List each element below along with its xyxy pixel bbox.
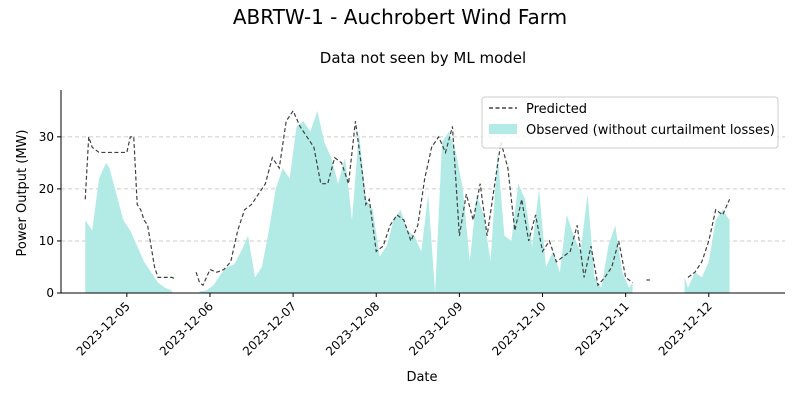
y-axis-label: Power Output (MW) <box>15 130 30 257</box>
observed-area <box>684 209 730 293</box>
y-tick-label: 0 <box>46 286 54 300</box>
predicted-line <box>687 199 731 278</box>
x-tick-label: 2023-12-11 <box>573 299 632 358</box>
y-tick-label: 30 <box>39 130 54 144</box>
x-tick-label: 2023-12-10 <box>489 299 548 358</box>
x-ticks: 2023-12-05 2023-12-06 2023-12-07 2023-12-08… <box>74 293 715 358</box>
x-axis-label: Date <box>406 370 437 385</box>
chart-title: Data not seen by ML model <box>320 49 526 67</box>
chart-suptitle: ABRTW-1 - Auchrobert Wind Farm <box>233 5 567 29</box>
legend-box <box>481 96 779 149</box>
grid-lines <box>61 136 785 242</box>
y-tick-label: 20 <box>39 182 54 196</box>
observed-area <box>199 110 633 293</box>
predicted-line <box>84 136 176 280</box>
observed-series <box>85 110 730 293</box>
x-tick-label: 2023-12-07 <box>240 299 299 358</box>
legend: Predicted Observed (without curtailment … <box>481 96 779 149</box>
x-tick-label: 2023-12-08 <box>323 299 382 358</box>
predicted-series <box>84 109 731 287</box>
predicted-line <box>195 109 633 287</box>
legend-observed-swatch <box>489 124 517 134</box>
x-tick-label: 2023-12-12 <box>656 299 715 358</box>
x-tick-label: 2023-12-05 <box>74 299 133 358</box>
y-ticks: 0 10 20 30 <box>39 130 61 300</box>
x-tick-label: 2023-12-06 <box>157 299 216 358</box>
observed-area <box>85 162 172 293</box>
x-tick-label: 2023-12-09 <box>406 299 465 358</box>
legend-predicted-label: Predicted <box>526 102 587 117</box>
y-tick-label: 10 <box>39 234 54 248</box>
legend-observed-label: Observed (without curtailment losses) <box>526 123 775 138</box>
